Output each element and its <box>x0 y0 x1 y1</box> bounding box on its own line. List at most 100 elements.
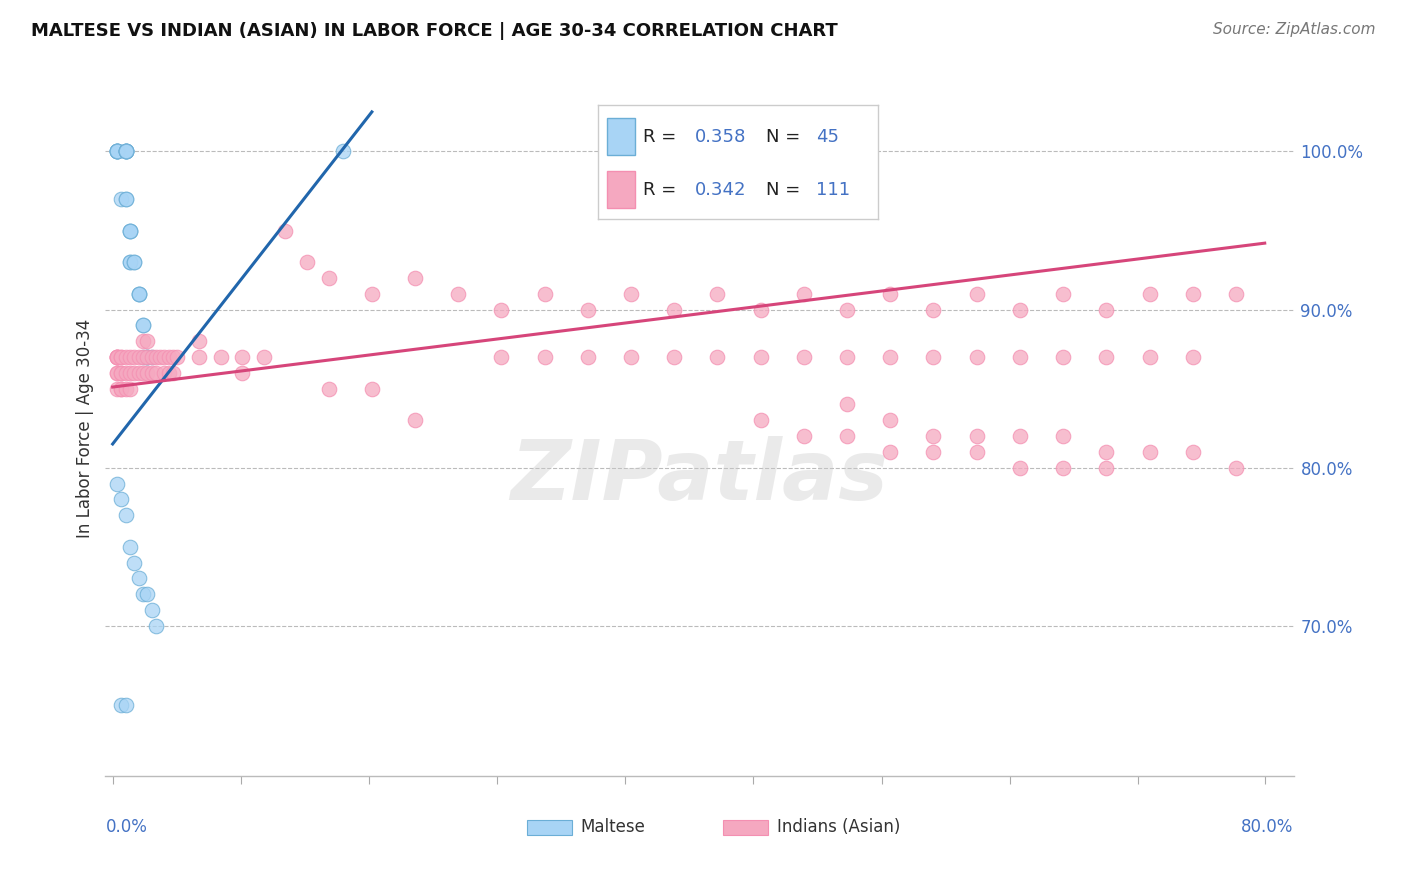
Point <box>922 302 945 317</box>
Point <box>1008 350 1031 364</box>
Point <box>274 223 297 237</box>
Point <box>114 145 136 159</box>
Point <box>966 445 988 459</box>
Point <box>145 619 167 633</box>
Point <box>105 366 128 380</box>
Point <box>1008 302 1031 317</box>
Point <box>114 145 136 159</box>
Point <box>114 382 136 396</box>
Point <box>105 350 128 364</box>
Point <box>105 476 128 491</box>
Point <box>136 334 159 348</box>
Point <box>620 350 643 364</box>
Point <box>153 366 176 380</box>
Point <box>922 350 945 364</box>
Point <box>664 350 686 364</box>
Point <box>620 286 643 301</box>
Point <box>132 318 155 333</box>
Point <box>706 286 728 301</box>
Point <box>141 366 163 380</box>
Point <box>1095 460 1118 475</box>
Point <box>136 350 159 364</box>
Point <box>110 366 132 380</box>
Point <box>145 366 167 380</box>
Point <box>491 302 513 317</box>
Point <box>114 192 136 206</box>
Point <box>128 286 150 301</box>
Text: Source: ZipAtlas.com: Source: ZipAtlas.com <box>1212 22 1375 37</box>
Point <box>132 366 155 380</box>
Point <box>118 366 141 380</box>
Point <box>122 255 145 269</box>
Point <box>128 366 150 380</box>
Point <box>114 145 136 159</box>
Point <box>118 255 141 269</box>
Point <box>105 382 128 396</box>
Point <box>879 413 901 427</box>
Point <box>118 223 141 237</box>
Point <box>749 302 772 317</box>
Point <box>110 192 132 206</box>
Point <box>318 271 340 285</box>
Point <box>118 223 141 237</box>
Point <box>157 350 180 364</box>
Text: Indians (Asian): Indians (Asian) <box>776 818 900 836</box>
Point <box>1008 460 1031 475</box>
Point <box>132 334 155 348</box>
Point <box>835 397 858 411</box>
Point <box>110 698 132 712</box>
Point <box>188 334 211 348</box>
Point <box>132 587 155 601</box>
FancyBboxPatch shape <box>527 820 572 835</box>
Point <box>136 366 159 380</box>
Point <box>141 350 163 364</box>
Text: Maltese: Maltese <box>581 818 645 836</box>
Point <box>966 350 988 364</box>
Point <box>118 223 141 237</box>
Point <box>105 145 128 159</box>
Point <box>141 350 163 364</box>
Point <box>576 350 599 364</box>
Point <box>404 413 426 427</box>
Point <box>360 286 382 301</box>
Point <box>110 382 132 396</box>
Point <box>835 429 858 443</box>
Point <box>879 445 901 459</box>
Point <box>105 350 128 364</box>
Point <box>166 350 188 364</box>
Point <box>132 350 155 364</box>
Point <box>922 429 945 443</box>
Point <box>879 286 901 301</box>
Point <box>533 286 555 301</box>
Point <box>105 350 128 364</box>
Point <box>332 145 354 159</box>
Point <box>122 366 145 380</box>
Point <box>1052 429 1074 443</box>
Text: MALTESE VS INDIAN (ASIAN) IN LABOR FORCE | AGE 30-34 CORRELATION CHART: MALTESE VS INDIAN (ASIAN) IN LABOR FORCE… <box>31 22 838 40</box>
Point <box>114 192 136 206</box>
Point <box>1095 350 1118 364</box>
Point <box>749 413 772 427</box>
Point <box>835 350 858 364</box>
Point <box>110 382 132 396</box>
Point <box>105 350 128 364</box>
Point <box>533 350 555 364</box>
Point <box>447 286 470 301</box>
Point <box>1139 350 1161 364</box>
Point <box>149 350 172 364</box>
Point <box>114 145 136 159</box>
Point <box>114 145 136 159</box>
Point <box>145 350 167 364</box>
Point <box>132 318 155 333</box>
Point <box>1225 286 1247 301</box>
Point <box>122 556 145 570</box>
Point <box>966 429 988 443</box>
Point <box>136 350 159 364</box>
Point <box>128 571 150 585</box>
Point <box>253 350 276 364</box>
Point <box>105 145 128 159</box>
Point <box>793 429 815 443</box>
Point <box>231 350 253 364</box>
Point <box>793 350 815 364</box>
Point <box>966 286 988 301</box>
